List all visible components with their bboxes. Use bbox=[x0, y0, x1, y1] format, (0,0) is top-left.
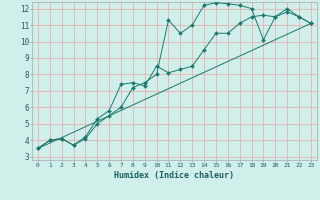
X-axis label: Humidex (Indice chaleur): Humidex (Indice chaleur) bbox=[115, 171, 234, 180]
